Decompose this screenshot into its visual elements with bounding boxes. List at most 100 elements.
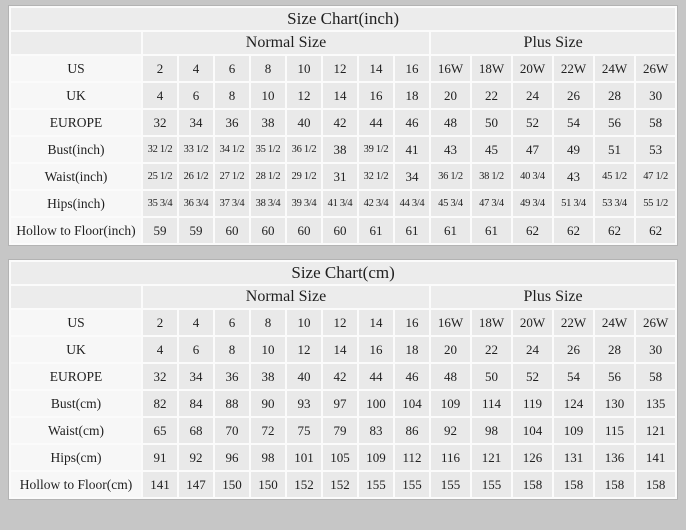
size-cell: 2 (143, 56, 177, 81)
row-label: EUROPE (11, 110, 141, 135)
table-row: UK 4 6 8 10 12 14 16 18 20 22 24 26 28 30 (11, 83, 676, 108)
size-cell: 60 (251, 218, 285, 243)
size-cell: 158 (595, 472, 634, 497)
size-cell: 43 (554, 164, 593, 189)
size-cell: 75 (287, 418, 321, 443)
size-cell: 61 (359, 218, 393, 243)
size-cell: 28 (595, 337, 634, 362)
size-cell: 6 (215, 56, 249, 81)
size-cell: 155 (431, 472, 470, 497)
size-cell: 24 (513, 337, 552, 362)
size-cell: 26W (636, 56, 676, 81)
size-cell: 136 (595, 445, 634, 470)
size-cell: 60 (215, 218, 249, 243)
size-cell: 84 (179, 391, 213, 416)
group-header: Normal Size (143, 32, 429, 54)
size-cell: 97 (323, 391, 357, 416)
size-cell: 47 3/4 (472, 191, 511, 216)
size-cell: 42 (323, 364, 357, 389)
size-cell: 90 (251, 391, 285, 416)
size-cell: 101 (287, 445, 321, 470)
size-cell: 32 (143, 364, 177, 389)
size-cell: 10 (287, 56, 321, 81)
size-cell: 38 (251, 110, 285, 135)
size-cell: 4 (143, 337, 177, 362)
size-cell: 60 (323, 218, 357, 243)
size-cell: 59 (179, 218, 213, 243)
size-cell: 46 (395, 110, 429, 135)
size-cell: 40 3/4 (513, 164, 552, 189)
size-cell: 34 1/2 (215, 137, 249, 162)
size-cell: 70 (215, 418, 249, 443)
size-cell: 36 (215, 110, 249, 135)
row-label: Bust(cm) (11, 391, 141, 416)
size-cell: 46 (395, 364, 429, 389)
size-cell: 45 3/4 (431, 191, 470, 216)
size-cell: 6 (215, 310, 249, 335)
size-cell: 124 (554, 391, 593, 416)
size-cell: 40 (287, 364, 321, 389)
size-cell: 22W (554, 56, 593, 81)
size-cell: 44 3/4 (395, 191, 429, 216)
size-cell: 42 3/4 (359, 191, 393, 216)
table-row: Hips(inch) 35 3/4 36 3/4 37 3/4 38 3/4 39 3/4… (11, 191, 676, 216)
size-cell: 38 1/2 (472, 164, 511, 189)
size-cell: 4 (143, 83, 177, 108)
size-cell: 147 (179, 472, 213, 497)
table-row: Waist(inch) 25 1/2 26 1/2 27 1/2 28 1/2 29 1/… (11, 164, 676, 189)
size-cell: 6 (179, 83, 213, 108)
size-cell: 26 1/2 (179, 164, 213, 189)
size-cell: 14 (323, 83, 357, 108)
size-cell: 35 1/2 (251, 137, 285, 162)
corner-cell (11, 32, 141, 54)
size-cell: 65 (143, 418, 177, 443)
size-cell: 61 (431, 218, 470, 243)
size-cell: 16 (359, 83, 393, 108)
row-label: Hips(inch) (11, 191, 141, 216)
table-row: UK 4 6 8 10 12 14 16 18 20 22 24 26 28 30 (11, 337, 676, 362)
size-cell: 48 (431, 110, 470, 135)
size-cell: 92 (179, 445, 213, 470)
size-cell: 114 (472, 391, 511, 416)
row-label: Hips(cm) (11, 445, 141, 470)
size-cell: 4 (179, 56, 213, 81)
size-cell: 150 (215, 472, 249, 497)
table-row: Hollow to Floor(cm) 141 147 150 150 152 152 155… (11, 472, 676, 497)
size-cell: 47 1/2 (636, 164, 676, 189)
row-label: US (11, 310, 141, 335)
size-cell: 12 (323, 310, 357, 335)
size-cell: 158 (513, 472, 552, 497)
size-cell: 22 (472, 337, 511, 362)
size-cell: 22W (554, 310, 593, 335)
group-header: Normal Size (143, 286, 429, 308)
size-cell: 16 (359, 337, 393, 362)
size-cell: 83 (359, 418, 393, 443)
size-cell: 62 (636, 218, 676, 243)
size-cell: 141 (636, 445, 676, 470)
size-cell: 28 1/2 (251, 164, 285, 189)
size-cell: 40 (287, 110, 321, 135)
size-cell: 16W (431, 310, 470, 335)
size-cell: 62 (554, 218, 593, 243)
size-cell: 43 (431, 137, 470, 162)
size-cell: 56 (595, 364, 634, 389)
size-cell: 158 (636, 472, 676, 497)
size-cell: 32 1/2 (143, 137, 177, 162)
size-cell: 41 3/4 (323, 191, 357, 216)
size-cell: 32 (143, 110, 177, 135)
size-cell: 47 (513, 137, 552, 162)
row-label: UK (11, 337, 141, 362)
size-cell: 36 3/4 (179, 191, 213, 216)
size-cell: 20W (513, 56, 552, 81)
size-cell: 38 (251, 364, 285, 389)
row-label: EUROPE (11, 364, 141, 389)
size-cell: 24 (513, 83, 552, 108)
size-cell: 115 (595, 418, 634, 443)
size-cell: 28 (595, 83, 634, 108)
size-cell: 8 (215, 83, 249, 108)
size-cell: 20 (431, 83, 470, 108)
size-cell: 58 (636, 364, 676, 389)
size-cell: 39 1/2 (359, 137, 393, 162)
size-cell: 141 (143, 472, 177, 497)
size-cell: 53 (636, 137, 676, 162)
